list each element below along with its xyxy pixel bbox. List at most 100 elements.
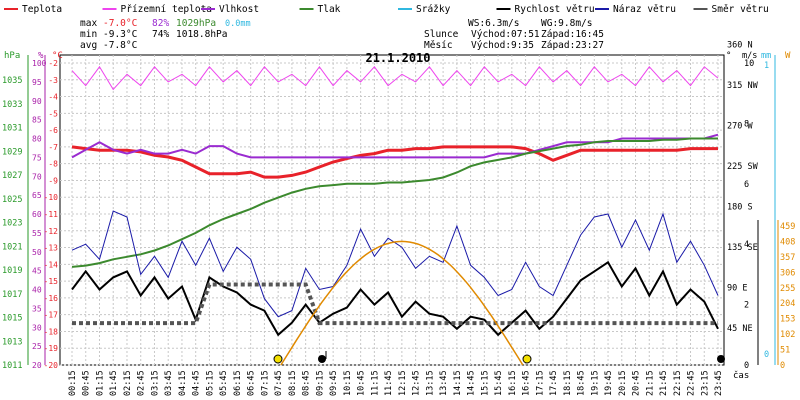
x-tick-label: 14:45 bbox=[467, 370, 477, 396]
pressure-axis-unit: hPa bbox=[4, 51, 20, 61]
x-tick-label: 07:45 bbox=[274, 370, 284, 396]
x-tick-label: 18:45 bbox=[577, 370, 587, 396]
wind-tick-label: 4 bbox=[744, 240, 749, 250]
x-tick-label: 23:15 bbox=[700, 370, 710, 396]
humidity-tick-label: 50 bbox=[32, 248, 42, 257]
pressure-tick-label: 1029 bbox=[2, 147, 22, 157]
dir-tick-label: 135 SE bbox=[727, 243, 758, 253]
moon-set: Západ:23:27 bbox=[541, 40, 604, 51]
legend-label: Přízemní teplota bbox=[121, 4, 213, 15]
x-tick-label: 12:15 bbox=[398, 370, 408, 396]
humidity-tick-label: 60 bbox=[32, 210, 42, 219]
humidity-tick-label: 55 bbox=[32, 229, 42, 238]
x-tick-label: 04:15 bbox=[178, 370, 188, 396]
solar-tick-label: 0 bbox=[780, 361, 785, 371]
solar-tick-label: 459 bbox=[780, 222, 795, 232]
x-tick-label: 21:15 bbox=[645, 370, 655, 396]
series-line-Rychlost větru bbox=[71, 260, 719, 337]
series-line-Směr větru bbox=[72, 282, 718, 326]
pressure-tick-label: 1023 bbox=[2, 219, 22, 229]
wind-axis-unit: m/s bbox=[742, 51, 757, 61]
pressure-tick-label: 1011 bbox=[2, 361, 22, 371]
legend-label: Tlak bbox=[318, 4, 341, 15]
stat-max-label: max bbox=[80, 18, 97, 29]
x-tick-label: 01:45 bbox=[109, 370, 119, 396]
x-tick-label: 03:45 bbox=[164, 370, 174, 396]
temp-tick-label: -19 bbox=[44, 344, 59, 353]
stat-min-temp: -9.3°C bbox=[103, 29, 137, 40]
solar-tick-label: 153 bbox=[780, 315, 795, 325]
wind-speed-info: WS:6.3m/s bbox=[468, 18, 519, 29]
x-tick-label: 13:15 bbox=[425, 370, 435, 396]
temp-tick-label: -16 bbox=[44, 294, 59, 303]
x-tick-label: 05:45 bbox=[219, 370, 229, 396]
temp-tick-label: -5 bbox=[48, 109, 58, 118]
x-tick-label: 16:45 bbox=[522, 370, 532, 396]
rain-axis-unit: mm bbox=[761, 51, 771, 61]
x-tick-label: 12:45 bbox=[412, 370, 422, 396]
x-tick-label: 03:15 bbox=[150, 370, 160, 396]
temp-tick-label: -9 bbox=[48, 176, 58, 185]
series-line-Sluneční záření bbox=[280, 240, 524, 366]
x-tick-label: 02:45 bbox=[137, 370, 147, 396]
x-tick-label: 06:45 bbox=[247, 370, 257, 396]
temp-tick-label: -2 bbox=[48, 59, 58, 68]
x-tick-label: 21:45 bbox=[659, 370, 669, 396]
humidity-tick-label: 25 bbox=[32, 342, 42, 351]
x-tick-label: 08:15 bbox=[288, 370, 298, 396]
chart-series bbox=[71, 65, 719, 366]
temp-tick-label: -13 bbox=[44, 244, 59, 253]
x-tick-label: 07:15 bbox=[260, 370, 270, 396]
humidity-tick-label: 20 bbox=[32, 361, 42, 370]
moonset-marker bbox=[717, 355, 725, 363]
pressure-tick-label: 1015 bbox=[2, 314, 22, 324]
humidity-tick-label: 70 bbox=[32, 172, 42, 181]
rain-tick-label: 0 bbox=[764, 350, 769, 360]
x-tick-label: 20:15 bbox=[618, 370, 628, 396]
temp-tick-label: -10 bbox=[44, 193, 59, 202]
x-tick-label: 11:45 bbox=[384, 370, 394, 396]
solar-tick-label: 357 bbox=[780, 253, 795, 263]
x-tick-label: 19:45 bbox=[604, 370, 614, 396]
dir-tick-label: 45 NE bbox=[727, 324, 753, 334]
temp-tick-label: -11 bbox=[44, 210, 59, 219]
pressure-tick-label: 1027 bbox=[2, 171, 22, 181]
x-tick-label: 11:15 bbox=[370, 370, 380, 396]
chart-axes: hPa1011101310151017101910211023102510271… bbox=[2, 41, 795, 372]
stat-min-press: 1018.8hPa bbox=[176, 29, 227, 40]
pressure-tick-label: 1019 bbox=[2, 266, 22, 276]
temp-tick-label: -17 bbox=[44, 311, 59, 320]
x-axis: 00:15 00:45 01:15 01:45 02:15 02:45 03:15 03:45… bbox=[68, 370, 749, 396]
dir-tick-label: 180 S bbox=[727, 203, 753, 213]
series-line-Přízemní teplota bbox=[71, 65, 719, 91]
x-tick-label: 08:45 bbox=[302, 370, 312, 396]
stat-avg-temp: -7.8°C bbox=[103, 40, 137, 51]
sun-set: Západ:16:45 bbox=[541, 29, 604, 40]
series-line-Tlak bbox=[71, 137, 718, 268]
x-tick-label: 22:45 bbox=[687, 370, 697, 396]
temp-tick-label: -4 bbox=[48, 93, 58, 102]
dir-tick-label: 225 SW bbox=[727, 162, 759, 172]
x-tick-label: 05:15 bbox=[205, 370, 215, 396]
legend-label: Směr větru bbox=[712, 4, 769, 15]
legend-label: Rychlost větru bbox=[515, 4, 595, 15]
temp-tick-label: -6 bbox=[48, 126, 58, 135]
humidity-tick-label: 95 bbox=[32, 78, 42, 87]
x-tick-label: 20:45 bbox=[632, 370, 642, 396]
x-tick-label: 09:15 bbox=[315, 370, 325, 396]
sun-rise: Východ:07:51 bbox=[471, 29, 540, 40]
x-axis-unit: čas bbox=[733, 370, 749, 381]
humidity-tick-label: 40 bbox=[32, 286, 42, 295]
x-tick-label: 15:15 bbox=[480, 370, 490, 396]
stat-min-label: min bbox=[80, 29, 97, 40]
humidity-tick-label: 65 bbox=[32, 191, 42, 200]
legend-label: Srážky bbox=[416, 4, 451, 15]
dir-tick-label: 270 W bbox=[727, 122, 753, 132]
chart-grid bbox=[59, 54, 725, 366]
series-line-Teplota bbox=[71, 145, 718, 179]
wind-tick-label: 8 bbox=[744, 119, 749, 129]
rain-tick-label: 1 bbox=[764, 61, 769, 71]
x-tick-label: 10:15 bbox=[343, 370, 353, 396]
x-tick-label: 16:15 bbox=[508, 370, 518, 396]
